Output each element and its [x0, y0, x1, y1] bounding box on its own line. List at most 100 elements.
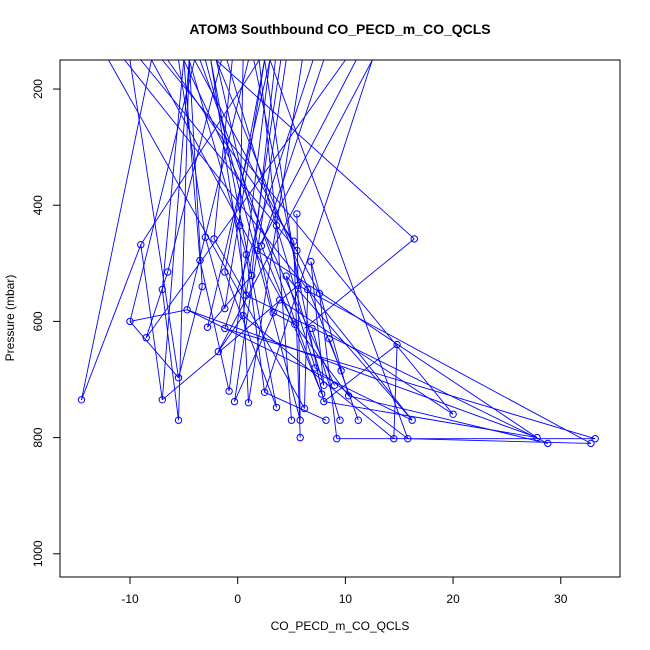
y-tick-label: 400 — [31, 195, 45, 215]
profile-segment — [311, 328, 341, 421]
data-point — [257, 242, 266, 250]
profile-segment — [145, 271, 169, 338]
data-point — [293, 210, 301, 218]
profile-segment — [323, 401, 538, 439]
data-point — [158, 396, 167, 404]
profile-segment — [246, 294, 548, 444]
data-point — [393, 340, 401, 349]
profile-segment — [393, 344, 398, 439]
profile-segment — [210, 60, 247, 296]
y-tick-label: 200 — [31, 79, 45, 99]
x-tick-label: 30 — [554, 592, 568, 606]
profile-segment — [239, 60, 244, 226]
data-point — [354, 416, 362, 424]
data-point — [239, 311, 247, 320]
profile-segment — [215, 60, 415, 240]
profile-segment — [178, 60, 206, 238]
profile-segment — [213, 238, 247, 296]
data-point — [253, 246, 261, 255]
data-point — [293, 246, 301, 255]
data-point — [282, 272, 290, 280]
profile-segment — [161, 60, 454, 415]
data-point — [269, 309, 277, 317]
profile-segment — [256, 60, 357, 251]
profile-segment — [204, 60, 301, 421]
data-point — [404, 435, 412, 443]
profile-segment — [167, 60, 295, 242]
plot-layer — [77, 60, 599, 448]
data-point — [287, 416, 296, 424]
data-point — [164, 268, 172, 276]
profile-segment — [269, 60, 409, 439]
x-tick-label: 0 — [234, 592, 241, 606]
data-point — [244, 399, 253, 407]
data-point — [248, 271, 256, 280]
data-point — [330, 381, 339, 389]
profile-segment — [285, 275, 413, 421]
profile-segment — [199, 260, 230, 392]
data-point — [320, 381, 328, 389]
profile-segment — [81, 244, 142, 400]
data-point — [174, 416, 183, 424]
profile-segment — [264, 60, 373, 393]
data-point — [221, 324, 229, 333]
data-point — [201, 233, 210, 241]
data-point — [242, 291, 251, 299]
data-point — [77, 396, 86, 404]
x-tick-label: 10 — [339, 592, 353, 606]
x-axis-label: CO_PECD_m_CO_QCLS — [271, 619, 410, 633]
profile-segment — [234, 299, 281, 402]
profile-segment — [242, 315, 395, 440]
profile-segment — [129, 321, 179, 379]
data-point — [320, 397, 328, 406]
profile-segment — [297, 285, 592, 444]
data-point — [158, 285, 167, 294]
profile-segment — [204, 237, 226, 309]
data-point — [276, 296, 284, 304]
data-point — [300, 404, 309, 413]
data-point — [174, 374, 183, 382]
profile-segment — [162, 285, 299, 401]
profile-segment — [314, 367, 409, 440]
profile-segment — [186, 309, 538, 439]
data-point — [325, 335, 333, 343]
x-tick-label: -10 — [121, 592, 139, 606]
data-point — [242, 250, 251, 259]
data-point — [307, 257, 315, 266]
data-point — [225, 387, 233, 395]
data-point — [587, 439, 595, 448]
data-point — [210, 235, 218, 243]
data-point — [203, 323, 212, 331]
data-point — [196, 256, 204, 265]
data-point — [296, 416, 304, 424]
profile-segment — [161, 60, 190, 400]
profile-segment — [310, 261, 325, 386]
data-point — [449, 410, 457, 418]
data-point — [296, 433, 304, 442]
data-point — [236, 221, 244, 230]
data-point — [322, 416, 330, 424]
y-tick-label: 1000 — [31, 540, 45, 567]
y-axis-label: Pressure (mbar) — [3, 275, 17, 362]
profile-segment — [279, 299, 454, 415]
profile-segment — [213, 60, 233, 239]
profile-segment — [217, 315, 244, 352]
profile-segment — [178, 286, 203, 378]
profile-segment — [296, 213, 301, 421]
profile-segment — [407, 438, 591, 444]
profile-segment — [304, 238, 415, 329]
y-tick-label: 600 — [31, 311, 45, 331]
data-point — [183, 306, 191, 314]
profile-segment — [194, 60, 320, 294]
data-point — [221, 304, 229, 313]
data-point — [591, 435, 599, 443]
profile-segment — [224, 60, 266, 309]
data-point — [272, 221, 281, 230]
profile-segment — [183, 60, 201, 261]
data-point — [318, 390, 326, 398]
data-point — [333, 435, 341, 443]
data-point — [337, 367, 345, 375]
profile-segment — [140, 60, 298, 251]
profile-segment — [294, 324, 349, 397]
profile-segment — [207, 275, 253, 328]
